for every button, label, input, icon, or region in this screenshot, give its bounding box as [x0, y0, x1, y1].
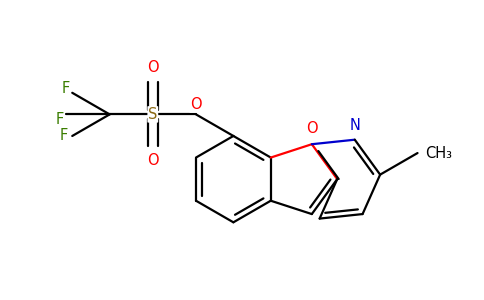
Text: O: O [306, 121, 318, 136]
Text: F: F [61, 80, 70, 95]
Text: O: O [190, 97, 202, 112]
Text: S: S [148, 107, 157, 122]
Text: O: O [147, 154, 159, 169]
Text: O: O [147, 60, 159, 75]
Text: F: F [56, 112, 64, 127]
Text: F: F [59, 128, 67, 143]
Text: CH₃: CH₃ [424, 146, 452, 160]
Text: N: N [349, 118, 360, 133]
